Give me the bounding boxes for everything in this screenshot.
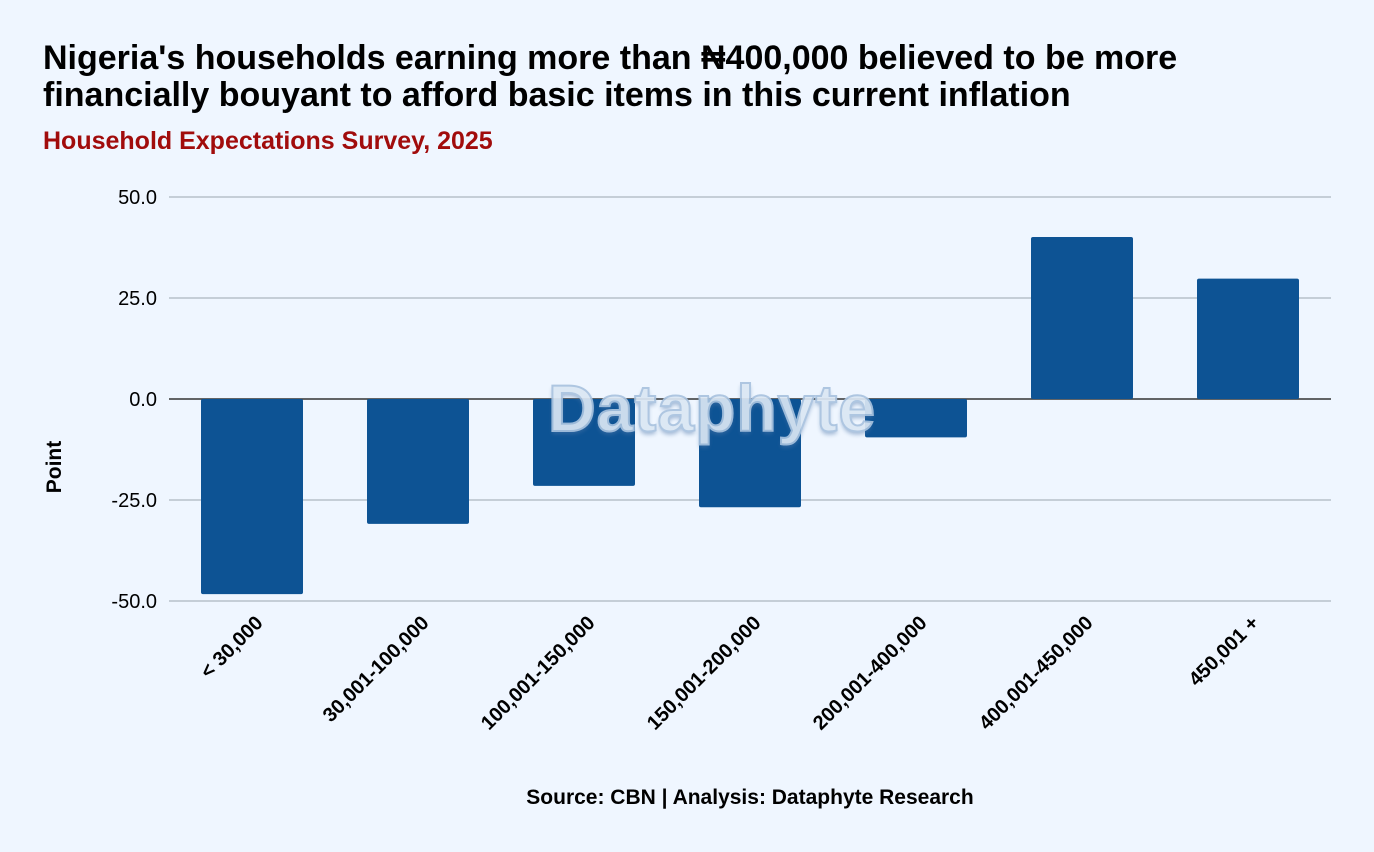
y-tick-label: -50.0 — [111, 591, 157, 613]
y-tick-label: -25.0 — [111, 490, 157, 512]
bar — [367, 399, 469, 524]
bar — [1031, 236, 1133, 399]
x-tick-label: 100,001-150,000 — [477, 612, 600, 735]
bar — [1197, 278, 1299, 399]
bar — [201, 399, 303, 595]
source-note: Source: CBN | Analysis: Dataphyte Resear… — [526, 786, 974, 809]
chart-subtitle: Household Expectations Survey, 2025 — [43, 127, 493, 155]
bar — [533, 399, 635, 486]
bar — [699, 399, 801, 508]
y-tick-label: 0.0 — [129, 389, 157, 411]
x-tick-label: < 30,000 — [197, 612, 268, 683]
dataphyte-watermark: Dataphyte — [547, 370, 877, 446]
chart-title: Nigeria's households earning more than ₦… — [43, 39, 1178, 114]
x-tick-label: 400,001-450,000 — [975, 612, 1098, 735]
x-tick-label: 450,001 + — [1185, 612, 1264, 691]
y-tick-label: 50.0 — [118, 187, 157, 209]
y-axis-label: Point — [43, 441, 66, 494]
x-tick-label: 200,001-400,000 — [809, 612, 932, 735]
y-tick-label: 25.0 — [118, 288, 157, 310]
x-tick-label: 150,001-200,000 — [643, 612, 766, 735]
x-tick-label: 30,001-100,000 — [319, 612, 434, 727]
bar — [865, 399, 967, 438]
